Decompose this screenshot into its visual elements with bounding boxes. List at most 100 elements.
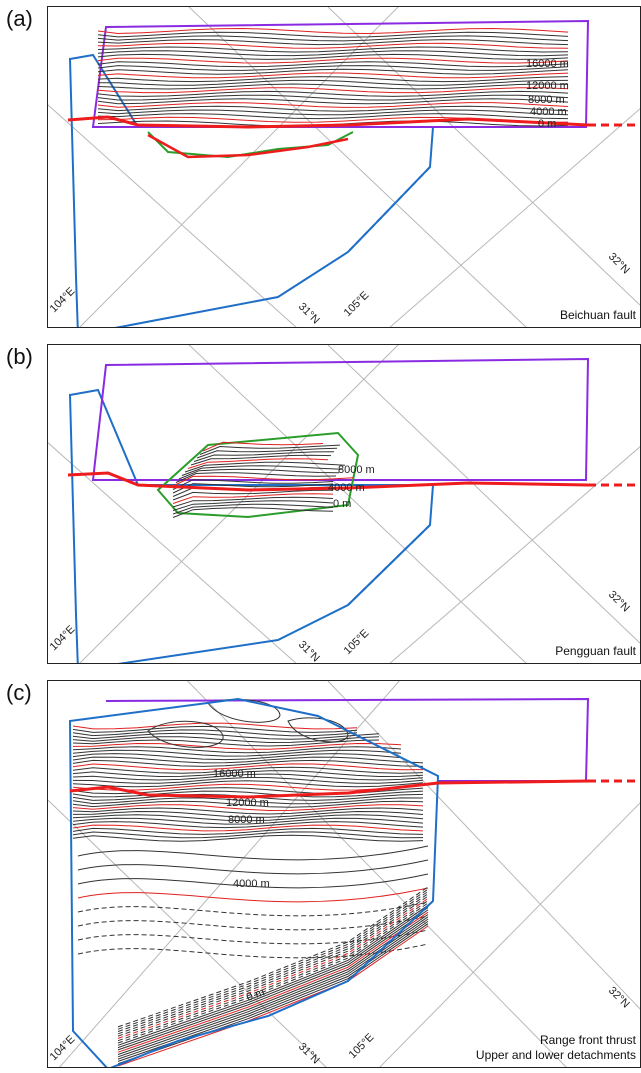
contour-line xyxy=(193,451,335,462)
contour-label: 4000 m xyxy=(328,482,365,494)
contour-line xyxy=(72,766,424,774)
contour-line xyxy=(117,886,429,1028)
contour-line xyxy=(178,468,340,480)
contour-line xyxy=(77,901,429,917)
contour-label: 8000 m xyxy=(228,814,265,826)
contour-label: 8000 m xyxy=(528,94,565,106)
lower-fault-outline xyxy=(68,697,440,1067)
contour-line xyxy=(196,447,338,459)
contour-label: 0 m xyxy=(245,986,266,1004)
contour-line xyxy=(97,68,569,75)
contour-line xyxy=(172,503,334,515)
contour-line xyxy=(97,42,569,49)
contour-line xyxy=(117,902,429,1044)
graticule-line xyxy=(327,7,640,306)
upper-fault-outline xyxy=(91,19,590,128)
lon-label: 105°E xyxy=(342,289,372,319)
contour-line xyxy=(97,72,569,79)
panel-b-caption: Pengguan fault xyxy=(555,644,636,659)
panel-c-label: (c) xyxy=(6,680,32,705)
contour-line xyxy=(117,925,429,1067)
contour-line xyxy=(172,496,334,508)
contour-line xyxy=(77,873,429,889)
contour-line xyxy=(172,507,334,518)
contour-line xyxy=(175,472,337,483)
panel-b-svg: 8000 m 4000 m 0 m 104°E 31°N 105°E 32°N xyxy=(48,345,640,664)
contour-line xyxy=(199,444,341,455)
lat-label: 32°N xyxy=(606,589,632,615)
contour-line xyxy=(117,891,429,1032)
contour-label: 16000 m xyxy=(213,768,256,780)
contour-label: 4000 m xyxy=(530,106,567,118)
contour-line xyxy=(97,46,569,53)
contour-line xyxy=(97,87,569,94)
caption-line: Range front thrust xyxy=(539,1033,636,1047)
contour-line xyxy=(117,907,429,1049)
contour-line xyxy=(72,790,424,798)
lon-label: 104°E xyxy=(48,1033,77,1063)
graticule-line xyxy=(379,802,640,1067)
contour-line xyxy=(72,797,424,805)
contour-line xyxy=(117,923,429,1065)
contour-line xyxy=(117,904,429,1046)
panel-a-svg: 16000 m 12000 m 8000 m 4000 m 0 m 104°E … xyxy=(48,7,640,327)
graticule-line xyxy=(186,681,567,1067)
contour-line xyxy=(97,27,569,35)
contour-line xyxy=(97,31,569,38)
contour-line xyxy=(72,732,380,740)
caption-line: Upper and lower detachments xyxy=(475,1048,636,1062)
panel-a-map: 16000 m 12000 m 8000 m 4000 m 0 m 104°E … xyxy=(47,6,641,328)
graticule-line xyxy=(389,108,640,327)
contour-line xyxy=(72,739,380,747)
contour-label: 16000 m xyxy=(526,58,569,70)
contour-label: 8000 m xyxy=(338,464,375,476)
contour-line xyxy=(147,720,224,748)
contour-line xyxy=(97,50,569,57)
panel-b-label: (b) xyxy=(6,344,33,369)
contour-line xyxy=(117,900,429,1042)
upper-fault-outline xyxy=(91,357,590,481)
contour-line xyxy=(72,756,424,764)
contour-line xyxy=(72,800,424,808)
contour-line xyxy=(287,717,349,743)
contour-line xyxy=(172,479,334,490)
contour-line xyxy=(72,736,380,744)
contour-line xyxy=(184,461,346,473)
contour-line xyxy=(117,888,429,1030)
contour-label: 0 m xyxy=(333,498,351,510)
graticule-line xyxy=(389,446,640,663)
contour-line xyxy=(97,39,569,46)
graticule xyxy=(48,345,640,663)
contour-line xyxy=(97,61,569,68)
lon-label: 104°E xyxy=(48,285,77,315)
contour-line xyxy=(117,918,429,1060)
contour-line xyxy=(117,893,429,1035)
contour-line xyxy=(97,90,569,97)
caption-line: Beichuan fault xyxy=(559,308,636,322)
contour-line xyxy=(172,489,334,501)
contour-line xyxy=(77,859,429,875)
lat-label: 31°N xyxy=(296,639,322,664)
contour-line xyxy=(181,465,343,476)
contour-line xyxy=(190,454,332,466)
contour-line xyxy=(97,65,569,71)
graticule-line xyxy=(48,442,297,663)
contour-line xyxy=(97,35,569,42)
graticule-line xyxy=(48,104,297,327)
panel-a-label: (a) xyxy=(6,6,33,31)
contour-label: 12000 m xyxy=(226,797,269,809)
graticule-line xyxy=(188,7,527,327)
contour-line xyxy=(77,915,429,931)
contour-line xyxy=(97,105,569,112)
contour-label: 12000 m xyxy=(526,80,569,92)
contour-line xyxy=(72,810,424,818)
contour-line xyxy=(72,746,402,754)
fault-contours xyxy=(97,27,569,127)
contour-line xyxy=(72,821,424,829)
contour-line xyxy=(117,911,429,1053)
contour-line xyxy=(72,817,424,825)
contour-line xyxy=(72,804,424,812)
contour-line xyxy=(72,729,358,737)
contour-line xyxy=(72,780,424,788)
surface-trace-branch xyxy=(147,133,349,159)
